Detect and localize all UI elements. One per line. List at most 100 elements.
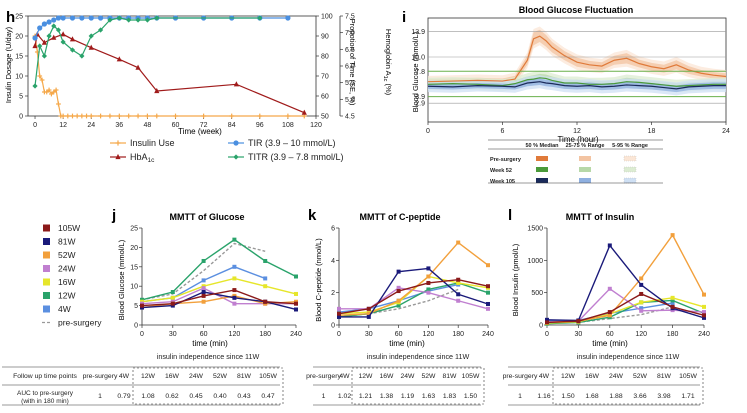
chart-i-xlabel: Time (hour) xyxy=(557,135,598,144)
x-tick-label: 180 xyxy=(259,331,271,338)
series-5-point xyxy=(294,274,298,279)
series-2-point xyxy=(670,233,675,238)
series-2-range-25-75 xyxy=(428,78,726,93)
series-3-point xyxy=(32,83,38,89)
series-1-point xyxy=(88,44,94,50)
x-tick-label: 0 xyxy=(33,122,37,129)
table-header-cell: 81W xyxy=(443,373,458,380)
y3-tick-label: 5.0 xyxy=(345,97,355,104)
table-header-cell: 81W xyxy=(657,373,672,380)
series-0-point xyxy=(70,113,75,119)
table-value-cell: 1.63 xyxy=(422,393,435,400)
series-0-point xyxy=(107,113,113,119)
series-2-point xyxy=(607,313,612,318)
y-tick-label: 20 xyxy=(15,34,23,41)
series-0-point xyxy=(53,87,59,93)
chart-i-legend-table: 50 % Median 25-75 % Range 5-95 % Range Pre-… xyxy=(488,139,663,185)
series-2-point xyxy=(97,15,104,21)
series-4-point xyxy=(456,280,461,285)
table-header-cell: 12W xyxy=(561,373,576,380)
series-2-point xyxy=(46,19,52,25)
legend-mmtt-swatch xyxy=(43,292,50,299)
series-2-point xyxy=(201,299,206,304)
series-3-point xyxy=(201,286,206,291)
series-0-point xyxy=(294,301,298,306)
series-0-point xyxy=(702,313,706,318)
table-header-cell: 4W xyxy=(119,373,130,380)
panel-letter-j: j xyxy=(111,207,116,224)
chart-l-ylabel: Blood Insulin (pmol/L) xyxy=(511,243,520,316)
series-0-line xyxy=(141,289,297,307)
series-2-point xyxy=(32,35,38,41)
x-tick-label: 120 xyxy=(229,331,241,338)
series-2-point xyxy=(285,15,291,21)
table-table_j: Follow up time points pre-surgery 4W 12W 16W… xyxy=(2,352,284,406)
chart-j-title: MMTT of Glucose xyxy=(170,212,245,222)
legend-h-label: TIR (3.9 – 10 mmol/L) xyxy=(248,138,336,148)
series-3-line xyxy=(34,17,260,87)
series-4-line xyxy=(338,275,489,315)
series-3-line xyxy=(339,287,489,310)
x-tick-label: 0 xyxy=(140,331,144,338)
series-0-point xyxy=(486,284,490,289)
x-tick-label: 0 xyxy=(545,331,549,338)
series-5-point xyxy=(486,290,490,295)
series-0-point xyxy=(257,113,263,119)
series-1-point xyxy=(301,109,307,115)
table-value-cell: 1 xyxy=(322,393,326,400)
independence-note: insulin independence since 11W xyxy=(157,352,260,361)
legend-h: Insulin Use TIR (3.9 – 10 mmol/L) HbA1c TIT… xyxy=(110,138,344,164)
chart-h-y3label: Hemoglobin A1c (%) xyxy=(382,29,393,96)
table-header-cell: pre-surgery xyxy=(83,373,118,380)
chart-k-ylabel: Blood C-peptide (nmol/L) xyxy=(314,238,323,322)
series-3-point xyxy=(486,306,490,311)
table-value-cell: 3.66 xyxy=(633,393,646,400)
series-4-point xyxy=(294,291,298,296)
series-0-point xyxy=(263,299,268,304)
legend-mmtt-label: 52W xyxy=(58,250,75,260)
series-2-point xyxy=(60,15,66,21)
series-3-point xyxy=(37,43,43,49)
chart-k-title: MMTT of C-peptide xyxy=(360,212,441,222)
series-1-median xyxy=(427,77,726,87)
series-4-point xyxy=(263,284,268,289)
series-0-line xyxy=(338,279,489,315)
x-tick-label: 30 xyxy=(365,331,373,338)
y3-tick-label: 4.5 xyxy=(345,114,355,121)
series-3-point xyxy=(60,39,66,45)
table-header-cell: 16W xyxy=(585,373,600,380)
series-2-line xyxy=(338,241,489,316)
table-header-cell: Follow up time points xyxy=(13,373,77,380)
y-tick-label: 0 xyxy=(19,114,23,121)
series-0-point xyxy=(670,304,675,309)
independence-note: insulin independence since 11W xyxy=(577,352,680,361)
series-2-point xyxy=(366,311,371,316)
y2-tick-label: 60 xyxy=(321,94,329,101)
chart-h-frame xyxy=(27,15,317,117)
legend-h-label: HbA1c xyxy=(130,152,155,164)
y-tick-label: 5 xyxy=(134,303,138,310)
series-1-point xyxy=(51,34,57,40)
y-tick-label: 13.9 xyxy=(411,29,425,36)
legend-header: 50 % Median xyxy=(525,143,559,149)
legend-h-marker xyxy=(115,153,121,160)
independence-box xyxy=(552,367,704,405)
series-2-point xyxy=(55,15,62,21)
x-tick-label: 120 xyxy=(635,331,647,338)
series-3-point xyxy=(257,15,263,21)
series-6-point xyxy=(201,278,206,283)
table-header-cell: 52W xyxy=(633,373,648,380)
series-1-point xyxy=(232,295,237,300)
y3-tick-label: 5.5 xyxy=(345,80,355,87)
table-value-cell: 0.47 xyxy=(261,393,274,400)
series-0-point xyxy=(60,113,66,119)
table-header-cell: 24W xyxy=(401,373,416,380)
series-2-point xyxy=(639,276,644,281)
independence-note: insulin independence since 11W xyxy=(367,352,470,361)
table-header-cell: 52W xyxy=(213,373,228,380)
series-0-point xyxy=(154,113,160,119)
series-0-median xyxy=(427,35,727,83)
y-tick-label: 10 xyxy=(15,74,23,81)
series-0-range-25-75 xyxy=(428,29,726,85)
